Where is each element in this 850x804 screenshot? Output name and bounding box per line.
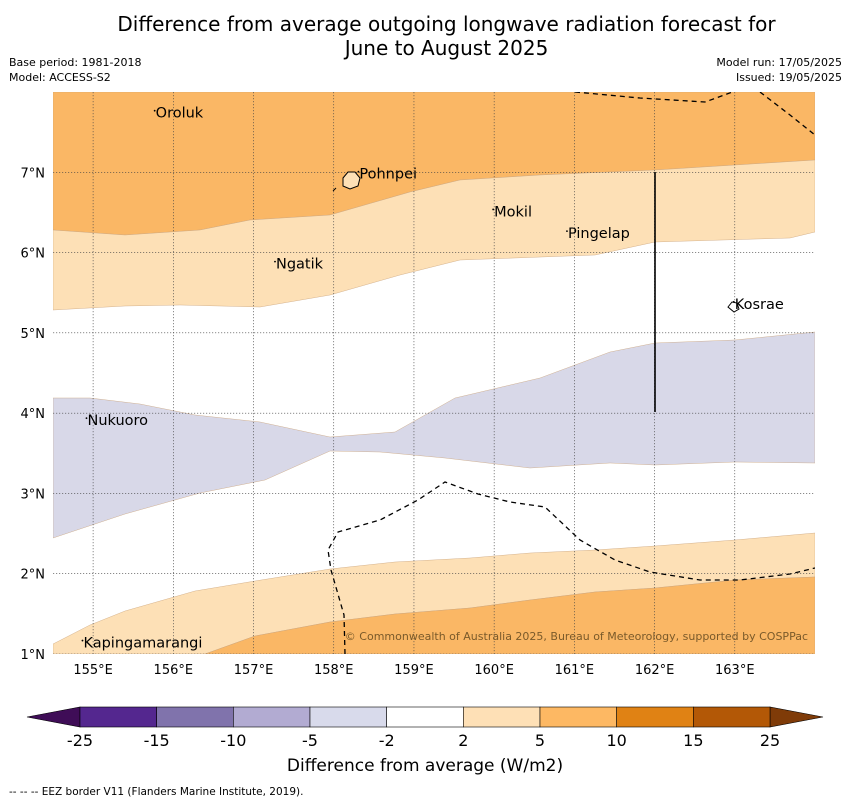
lon-tick-label: 161°E	[555, 663, 595, 678]
colorbar-extend-low	[26, 706, 81, 728]
colorbar-tick-label: 10	[606, 731, 626, 750]
eez-border-north-east	[759, 92, 815, 136]
colorbar-segment	[616, 706, 694, 728]
lat-tick-label: 7°N	[21, 166, 46, 181]
lat-tick-label: 5°N	[21, 327, 46, 342]
eez-border-north	[574, 92, 735, 103]
colorbar-segment	[463, 706, 541, 728]
eez-borders	[327, 92, 815, 654]
place-label: Kapingamarangi	[83, 636, 202, 652]
meta-right: Model run: 17/05/2025 Issued: 19/05/2025	[716, 55, 842, 85]
colorbar-tick-label: 15	[683, 731, 703, 750]
lon-tick-label: 160°E	[474, 663, 514, 678]
colorbar-segment	[386, 706, 464, 728]
lat-tick-label: 2°N	[21, 568, 46, 583]
colorbar-segment	[309, 706, 387, 728]
place-label: Ngatik	[276, 257, 324, 273]
anomaly-region-2-to-5-north	[53, 159, 815, 311]
lat-axis: 1°N 2°N 3°N 4°N 5°N 6°N 7°N	[21, 166, 46, 663]
place-marker	[732, 300, 735, 303]
lat-tick-label: 3°N	[21, 487, 46, 502]
colorbar-title: Difference from average (W/m2)	[286, 756, 564, 776]
lon-tick-label: 156°E	[154, 663, 194, 678]
lon-tick-label: 157°E	[234, 663, 274, 678]
place-label: Kosrae	[735, 297, 784, 313]
colorbar-tick-label: -25	[67, 731, 93, 750]
colorbar-tick-label: -15	[144, 731, 170, 750]
lat-tick-label: 6°N	[21, 247, 46, 262]
colorbar-tick-label: 25	[760, 731, 780, 750]
lon-tick-label: 159°E	[394, 663, 434, 678]
anomaly-region-5-to-10-south	[204, 576, 815, 654]
colorbar-segment	[539, 706, 617, 728]
colorbar: -25 -15 -10 -5 -2 2 5 10 15 25	[26, 706, 824, 750]
colorbar-tick-label: -10	[220, 731, 246, 750]
place-label: Oroluk	[156, 106, 204, 122]
copyright-notice: © Commonwealth of Australia 2025, Bureau…	[345, 630, 808, 643]
place-marker	[357, 170, 360, 173]
place-marker	[153, 109, 156, 112]
lon-tick-label: 158°E	[314, 663, 354, 678]
anomaly-region-neg5-to-neg2	[53, 331, 815, 539]
base-period: Base period: 1981-2018	[9, 56, 142, 69]
place-marker	[566, 230, 568, 233]
title-line-1: Difference from average outgoing longwav…	[117, 12, 776, 36]
pohnpei-reef	[332, 187, 337, 192]
map-area	[53, 92, 815, 654]
model-name: Model: ACCESS-S2	[9, 71, 111, 84]
kosrae-island-outline	[727, 301, 740, 313]
pohnpei-island-outline	[342, 171, 361, 190]
eez-border-south	[327, 481, 815, 654]
colorbar-tick-label: 2	[458, 731, 468, 750]
colorbar-extend-high	[769, 706, 824, 728]
colorbar-segment	[233, 706, 311, 728]
issued-date: Issued: 19/05/2025	[735, 71, 842, 84]
model-run: Model run: 17/05/2025	[716, 56, 842, 69]
lon-tick-label: 155°E	[73, 663, 113, 678]
title-line-2: June to August 2025	[344, 36, 549, 60]
chart-title: Difference from average outgoing longwav…	[0, 12, 850, 60]
colorbar-segment	[156, 706, 234, 728]
colorbar-tick-label: 5	[535, 731, 545, 750]
lon-axis: 155°E 156°E 157°E 158°E 159°E 160°E 161°E 162°E…	[73, 663, 754, 678]
colorbar-tick-label: -5	[302, 731, 318, 750]
lon-tick-label: 162°E	[635, 663, 675, 678]
eez-footnote: -- -- -- EEZ border V11 (Flanders Marine…	[9, 786, 304, 798]
colorbar-segment	[693, 706, 771, 728]
place-label: Mokil	[494, 204, 532, 220]
place-marker	[492, 208, 495, 211]
place-label: Pingelap	[568, 226, 630, 242]
place-marker	[85, 417, 88, 420]
meta-left: Base period: 1981-2018 Model: ACCESS-S2	[9, 55, 141, 85]
place-label: Pohnpei	[359, 167, 417, 183]
lon-tick-label: 163°E	[715, 663, 755, 678]
lat-tick-label: 1°N	[21, 648, 46, 663]
place-marker	[81, 639, 84, 642]
place-marker	[274, 260, 276, 263]
place-labels: Oroluk Pohnpei Mokil Pingelap Ngatik Kosrae Nu…	[81, 106, 784, 652]
colorbar-segment	[79, 706, 157, 728]
lat-tick-label: 4°N	[21, 407, 46, 422]
colorbar-tick-label: -2	[379, 731, 395, 750]
place-label: Nukuoro	[87, 413, 148, 429]
